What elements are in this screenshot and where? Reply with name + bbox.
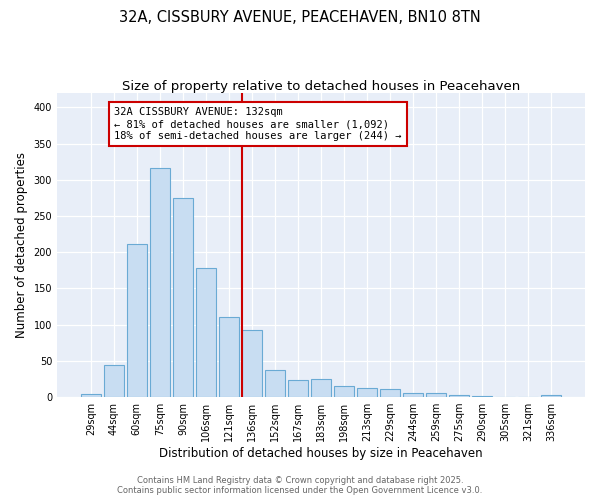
Bar (242, 330, 262, 397)
Bar (449, 395, 469, 397)
Bar (472, 396, 492, 397)
Bar (196, 268, 216, 397)
Text: 32A, CISSBURY AVENUE, PEACEHAVEN, BN10 8TN: 32A, CISSBURY AVENUE, PEACEHAVEN, BN10 8… (119, 10, 481, 25)
Bar (357, 388, 377, 397)
Bar (427, 394, 446, 397)
Bar (150, 168, 170, 397)
Title: Size of property relative to detached houses in Peacehaven: Size of property relative to detached ho… (122, 80, 520, 93)
Y-axis label: Number of detached properties: Number of detached properties (15, 152, 28, 338)
Bar (104, 365, 124, 397)
Bar (219, 318, 239, 397)
Bar (127, 244, 146, 397)
Bar (541, 395, 561, 397)
X-axis label: Distribution of detached houses by size in Peacehaven: Distribution of detached houses by size … (159, 447, 483, 460)
Bar (265, 370, 285, 397)
Bar (173, 198, 193, 397)
Bar (380, 389, 400, 397)
Bar (403, 394, 423, 397)
Text: 32A CISSBURY AVENUE: 132sqm
← 81% of detached houses are smaller (1,092)
18% of : 32A CISSBURY AVENUE: 132sqm ← 81% of det… (114, 108, 401, 140)
Bar (288, 380, 308, 397)
Text: Contains HM Land Registry data © Crown copyright and database right 2025.
Contai: Contains HM Land Registry data © Crown c… (118, 476, 482, 495)
Bar (81, 394, 101, 397)
Bar (334, 386, 354, 397)
Bar (311, 379, 331, 397)
